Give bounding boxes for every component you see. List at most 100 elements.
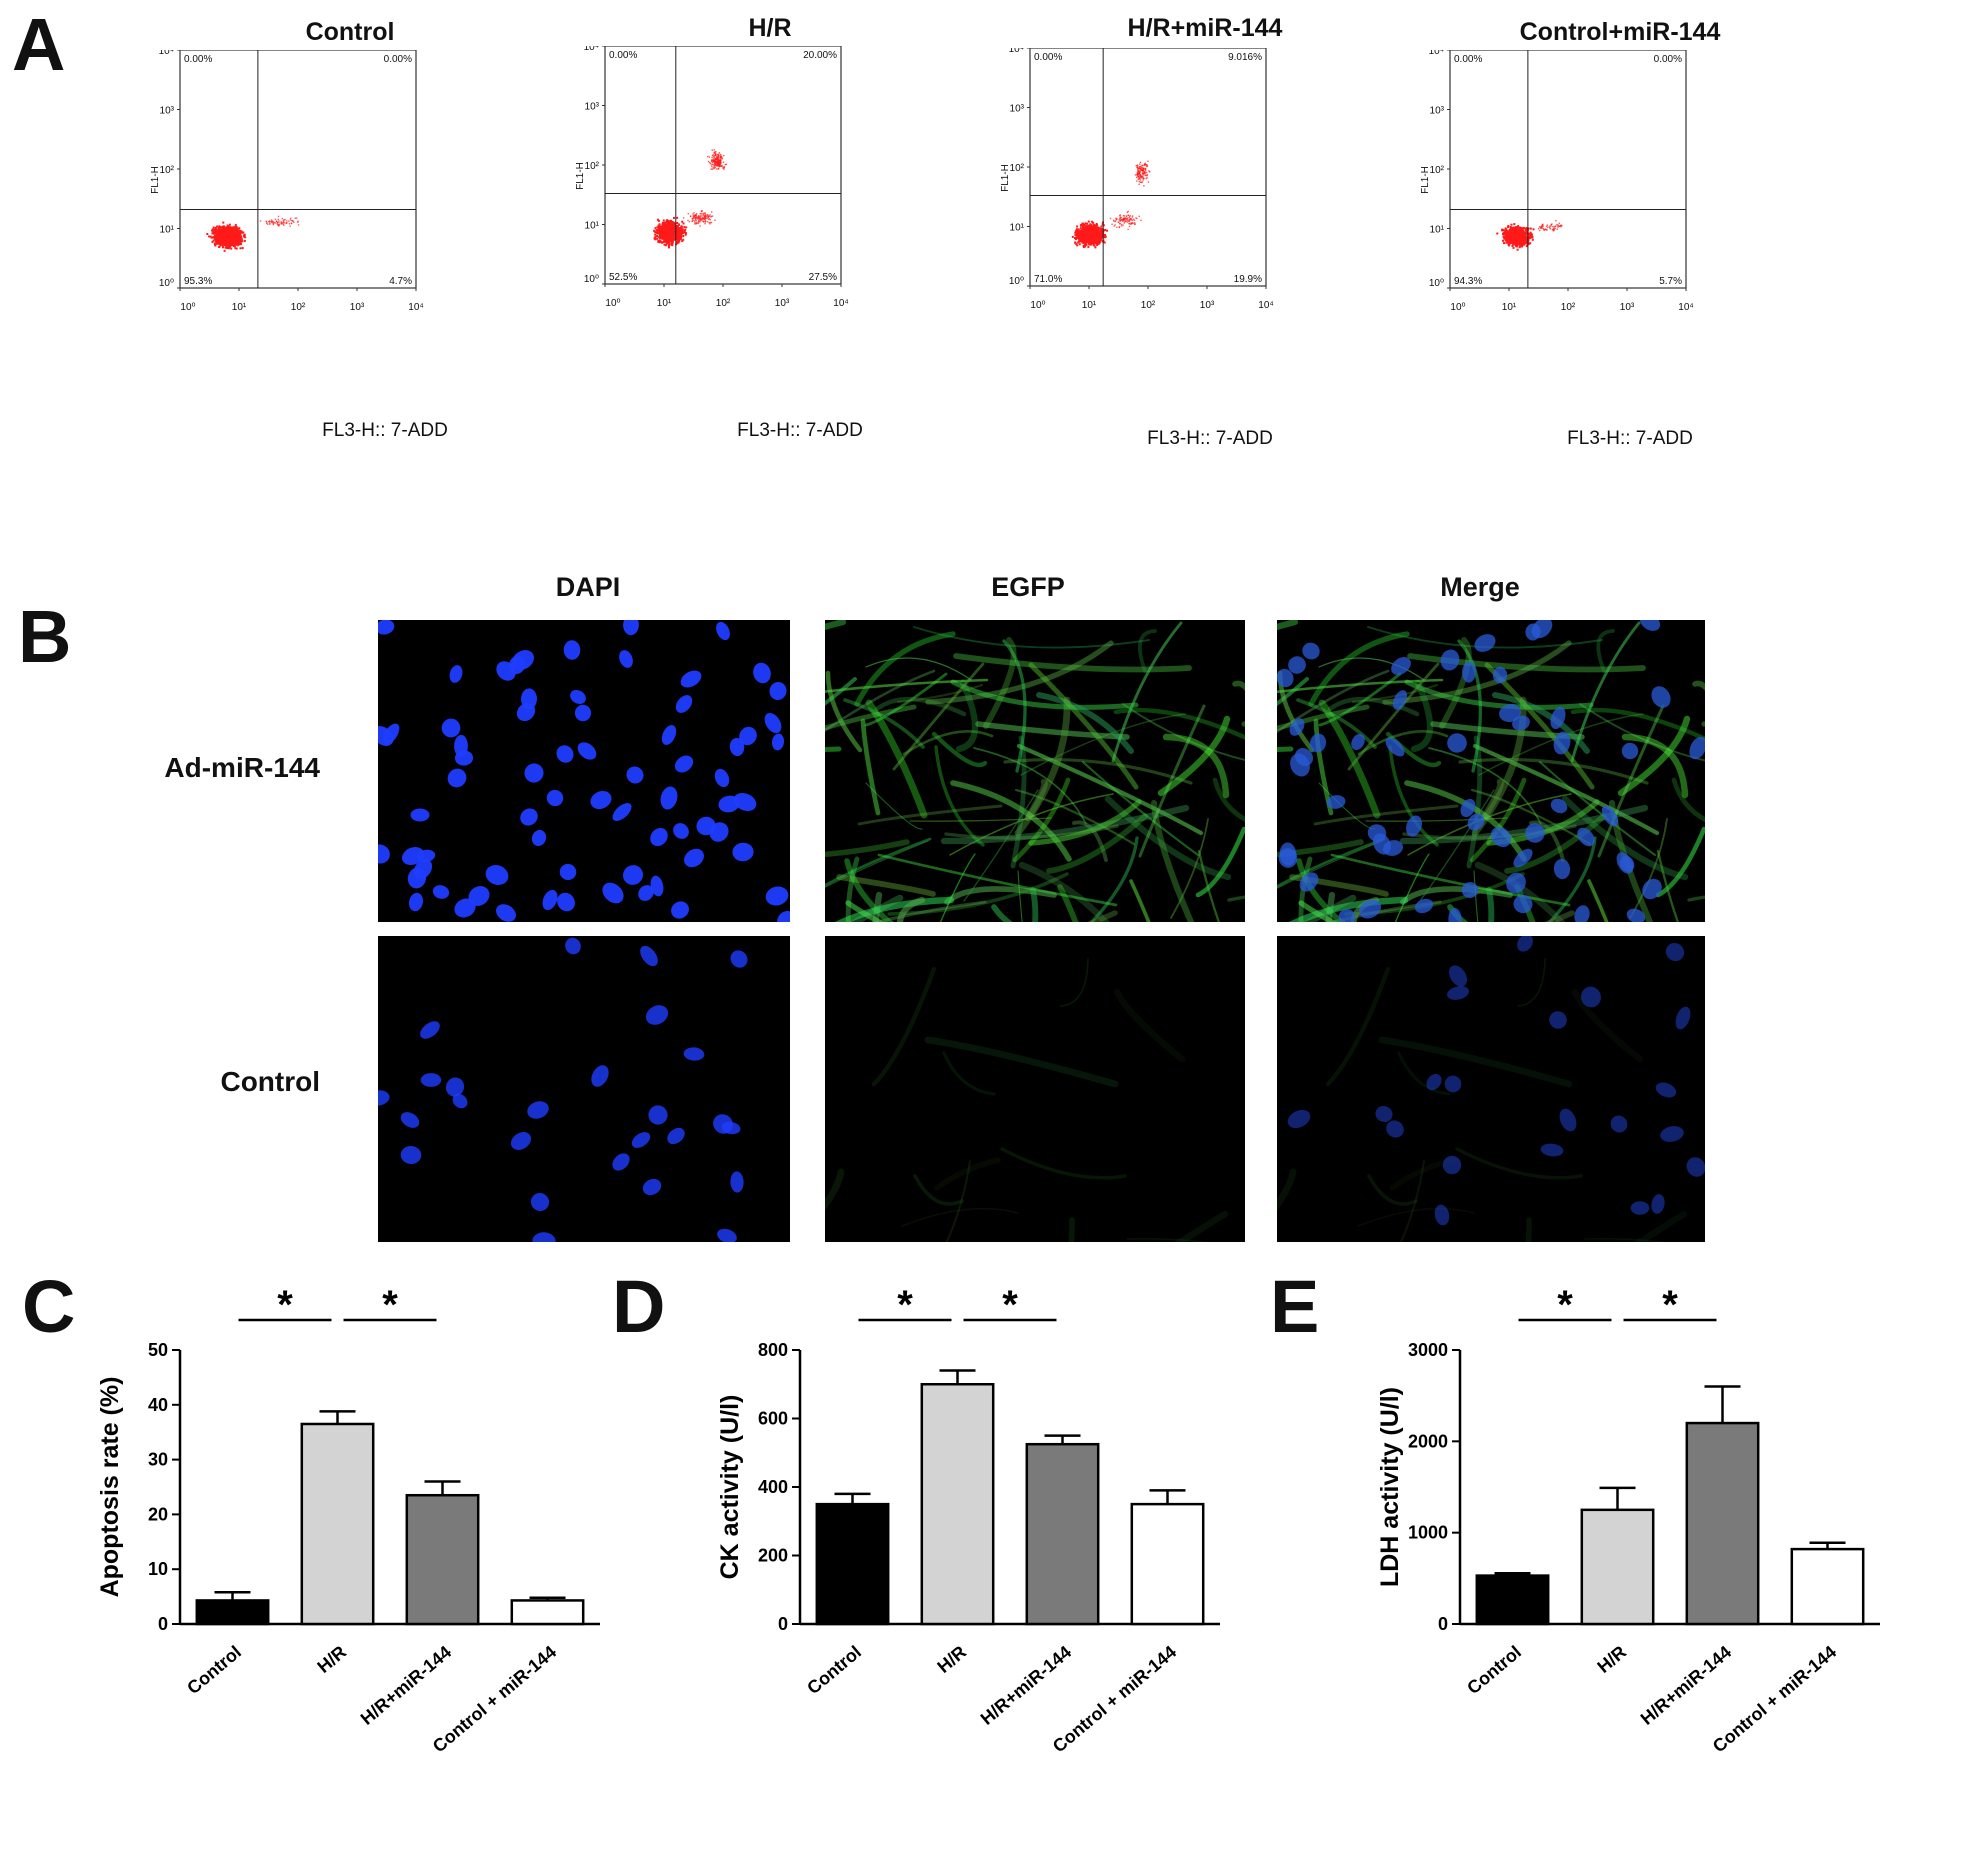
quadrant-percent: 0.00% [1454, 54, 1482, 65]
quadrant-percent: 0.00% [609, 50, 637, 61]
y-tick-label: 10⁴ [1009, 48, 1024, 55]
micrograph-merge-ad-mir-144 [1277, 620, 1705, 922]
y-tick-label: 0 [778, 1614, 788, 1634]
bar [300, 1422, 375, 1626]
y-tick-label: 10³ [160, 106, 175, 117]
flow-ylabel: FL1-H [1000, 164, 1011, 192]
column-title-egfp: EGFP [991, 572, 1065, 602]
event-dots [653, 149, 727, 249]
quadrant-percent: 0.00% [1654, 54, 1682, 65]
y-tick-label: 20 [148, 1504, 168, 1524]
x-tick-label: 10¹ [1502, 302, 1517, 313]
bar [1475, 1574, 1550, 1626]
x-tick-label: 10⁴ [1258, 300, 1273, 311]
flow-cytometry-plot: FL1-H 10⁰ 10⁰ 10¹ 10¹ 10² 10² 10³ 10³ 10⁴ 10⁴ 0.00%… [150, 50, 424, 313]
flow-xlabel: FL3-H:: 7-ADD [322, 420, 448, 441]
y-tick-label: 10⁰ [1429, 278, 1444, 289]
bar-chart-ck: 0 200 400 600 800 CK activity (U/l) Control H/R… [716, 1290, 1220, 1756]
quadrant-percent: 94.3% [1454, 276, 1482, 287]
y-tick-label: 10³ [1430, 106, 1445, 117]
bar [815, 1502, 890, 1626]
bar [1790, 1547, 1865, 1626]
y-tick-label: 2000 [1408, 1431, 1448, 1451]
event-dots [206, 215, 300, 252]
x-tick-label: 10¹ [1082, 300, 1097, 311]
quadrant-percent: 27.5% [809, 272, 837, 283]
event-dots [1496, 220, 1563, 251]
significance-star: * [1662, 1290, 1678, 1327]
micrograph-dapi-control [378, 936, 790, 1242]
y-tick-label: 50 [148, 1340, 168, 1360]
quadrant-percent: 19.9% [1234, 274, 1262, 285]
micrograph-egfp-ad-mir-144 [825, 620, 1245, 922]
quadrant-percent: 52.5% [609, 272, 637, 283]
y-tick-label: 10² [1430, 165, 1445, 176]
plot-frame [1449, 50, 1687, 289]
flow-cytometry-plot: FL1-H 10⁰ 10⁰ 10¹ 10¹ 10² 10² 10³ 10³ 10⁴ 10⁴ 0.00%… [575, 46, 849, 309]
y-tick-label: 10⁰ [159, 278, 174, 289]
bar-chart-ldh: 0 1000 2000 3000 LDH activity (U/l) Control H/… [1376, 1290, 1880, 1756]
x-tick-label: 10² [716, 298, 731, 309]
bar [405, 1493, 480, 1626]
y-tick-label: 10⁰ [1009, 276, 1024, 287]
flow-title: Control+miR-144 [1519, 18, 1721, 46]
y-axis-label: CK activity (U/l) [716, 1395, 744, 1580]
y-tick-label: 10¹ [160, 225, 175, 236]
y-axis-label: Apoptosis rate (%) [96, 1377, 124, 1598]
quadrant-percent: 95.3% [184, 276, 212, 287]
y-tick-label: 10⁴ [1429, 50, 1444, 57]
y-tick-label: 10¹ [1010, 223, 1025, 234]
y-tick-label: 800 [758, 1340, 788, 1360]
x-tick-label: H/R+miR-144 [1637, 1642, 1735, 1729]
panel-e-letter: E [1270, 1265, 1320, 1348]
significance-star: * [1557, 1290, 1573, 1327]
x-tick-label: 10⁰ [1450, 302, 1465, 313]
x-tick-label: 10⁰ [1030, 300, 1045, 311]
x-tick-label: H/R [313, 1642, 350, 1677]
y-tick-label: 200 [758, 1546, 788, 1566]
column-title-dapi: DAPI [555, 572, 621, 602]
micrograph-merge-control [1277, 936, 1705, 1242]
bar-chart-apoptosis: 0 10 20 30 40 50 Apoptosis rate (%) Control H/R H… [96, 1290, 600, 1756]
micrograph-egfp-control [825, 936, 1245, 1242]
y-tick-label: 1000 [1408, 1523, 1448, 1543]
y-tick-label: 3000 [1408, 1340, 1448, 1360]
quadrant-percent: 4.7% [389, 276, 412, 287]
plot-frame [179, 50, 417, 289]
y-tick-label: 40 [148, 1395, 168, 1415]
x-tick-label: 10¹ [232, 302, 247, 313]
y-tick-label: 0 [158, 1614, 168, 1634]
x-tick-label: 10³ [1620, 302, 1635, 313]
bar [1580, 1508, 1655, 1626]
y-tick-label: 10² [585, 161, 600, 172]
flow-cytometry-plot: FL1-H 10⁰ 10⁰ 10¹ 10¹ 10² 10² 10³ 10³ 10⁴ 10⁴ 0.00%… [1000, 48, 1274, 311]
x-tick-label: H/R+miR-144 [977, 1642, 1075, 1729]
x-tick-label: 10³ [1200, 300, 1215, 311]
bar [1025, 1442, 1100, 1626]
column-title-merge: Merge [1440, 572, 1520, 602]
x-tick-label: 10² [1561, 302, 1576, 313]
y-tick-label: 10¹ [1430, 225, 1445, 236]
row-label-ad-mir-144: Ad-miR-144 [164, 752, 320, 783]
flow-ylabel: FL1-H [1420, 166, 1431, 194]
bar [920, 1383, 995, 1626]
x-tick-label: 10⁰ [180, 302, 195, 313]
x-tick-label: 10¹ [657, 298, 672, 309]
row-label-control: Control [220, 1066, 320, 1097]
panel-a-letter: A [12, 3, 66, 86]
micrograph-dapi-ad-mir-144 [378, 620, 790, 922]
quadrant-percent: 20.00% [803, 50, 837, 61]
y-tick-label: 10⁰ [584, 274, 599, 285]
x-tick-label: 10³ [350, 302, 365, 313]
significance-star: * [1002, 1290, 1018, 1327]
flow-ylabel: FL1-H [575, 162, 586, 190]
quadrant-percent: 5.7% [1659, 276, 1682, 287]
quadrant-percent: 0.00% [1034, 52, 1062, 63]
y-axis-label: LDH activity (U/l) [1376, 1387, 1404, 1587]
y-tick-label: 10² [1010, 163, 1025, 174]
panel-d-letter: D [612, 1265, 666, 1348]
x-tick-label: 10⁴ [833, 298, 848, 309]
y-tick-label: 400 [758, 1477, 788, 1497]
x-tick-label: H/R [1593, 1642, 1630, 1677]
y-tick-label: 0 [1438, 1614, 1448, 1634]
